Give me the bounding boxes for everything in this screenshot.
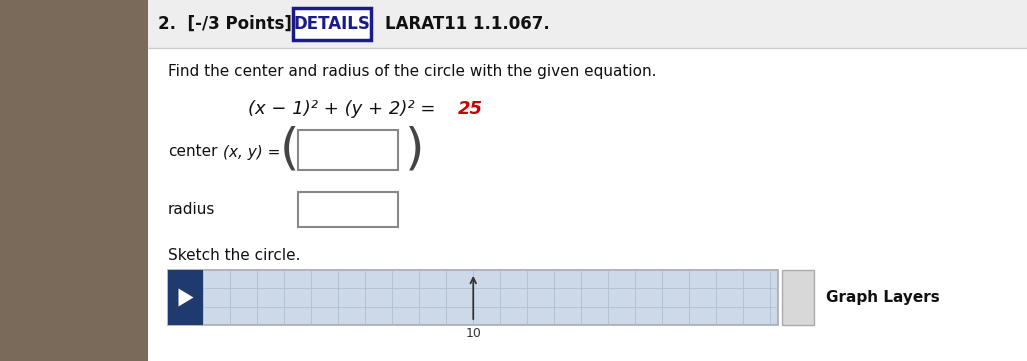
Text: LARAT11 1.1.067.: LARAT11 1.1.067.: [385, 15, 549, 33]
Text: Sketch the circle.: Sketch the circle.: [168, 248, 301, 263]
Text: (: (: [280, 126, 300, 174]
Text: 10: 10: [465, 327, 482, 340]
Text: (x − 1)² + (y + 2)² =: (x − 1)² + (y + 2)² =: [248, 100, 435, 118]
Text: DETAILS: DETAILS: [294, 15, 371, 33]
Bar: [148, 0, 1027, 48]
FancyBboxPatch shape: [293, 8, 371, 40]
Text: center: center: [168, 144, 218, 160]
Bar: [0, 0, 148, 361]
Bar: [298, 192, 398, 227]
Text: 2.  [-/3 Points]: 2. [-/3 Points]: [158, 15, 292, 33]
Text: radius: radius: [168, 203, 216, 217]
Text: Find the center and radius of the circle with the given equation.: Find the center and radius of the circle…: [168, 64, 656, 79]
Text: 25: 25: [458, 100, 483, 118]
Bar: [298, 130, 398, 170]
Polygon shape: [179, 288, 193, 306]
Bar: [148, 0, 1027, 361]
Text: ): ): [405, 126, 424, 174]
Text: (x, y) =: (x, y) =: [223, 144, 280, 160]
Bar: [782, 270, 814, 325]
Bar: [168, 270, 203, 325]
Bar: [168, 270, 778, 325]
Text: Graph Layers: Graph Layers: [826, 290, 940, 305]
